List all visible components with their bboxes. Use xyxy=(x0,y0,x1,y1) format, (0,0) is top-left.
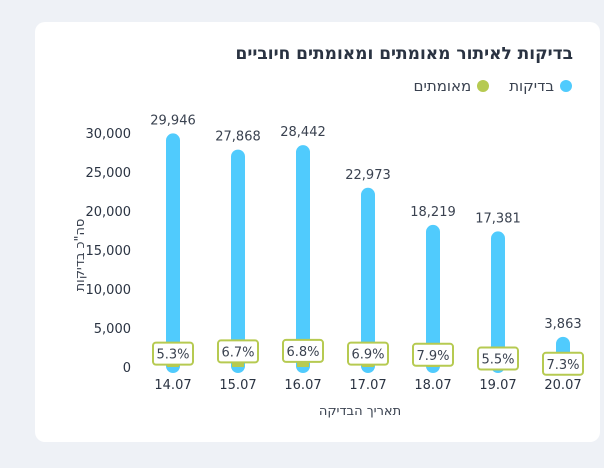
legend-swatch-tests xyxy=(560,80,572,92)
chart-title: בדיקות לאיתור מאומתים ומאומתים חיוביים xyxy=(235,44,573,64)
x-tick-label: 18.07 xyxy=(414,378,451,393)
y-tick-label: 25,000 xyxy=(86,166,132,181)
chart-card: בדיקות לאיתור מאומתים ומאומתים חיוביים ב… xyxy=(35,22,600,442)
x-axis-title: תאריך הבדיקה xyxy=(319,404,401,419)
x-tick-label: 15.07 xyxy=(219,378,256,393)
data-labels-layer: 29,946 5.3% 27,868 6.7% 28,442 6.8% 22,973 6.9%… xyxy=(150,113,584,376)
x-tick-label: 16.07 xyxy=(284,378,321,393)
y-tick-label: 0 xyxy=(123,361,131,376)
percent-label: 5.3% xyxy=(156,348,189,363)
y-tick-label: 10,000 xyxy=(86,283,132,298)
legend: בדיקות מאומתים xyxy=(414,77,572,95)
tests-bar[interactable] xyxy=(491,231,505,373)
percent-label: 6.7% xyxy=(221,345,254,360)
percent-label-box xyxy=(152,341,194,366)
tests-bar[interactable] xyxy=(361,187,375,373)
tests-bar[interactable] xyxy=(231,149,245,373)
percent-label: 6.9% xyxy=(351,348,384,363)
y-tick-label: 15,000 xyxy=(86,244,132,259)
tests-bar[interactable] xyxy=(426,224,440,373)
percent-label: 7.3% xyxy=(546,358,579,373)
percent-label-box xyxy=(347,341,389,366)
percent-label: 7.9% xyxy=(416,349,449,364)
y-axis-title: סה"כ בדיקות xyxy=(73,219,88,292)
legend-swatch-confirmed xyxy=(477,80,490,92)
percent-label-box xyxy=(477,346,519,371)
bars-layer xyxy=(166,133,570,373)
x-tick-label: 19.07 xyxy=(479,378,516,393)
percent-label-box xyxy=(412,342,454,367)
x-tick-label: 14.07 xyxy=(154,378,191,393)
tests-value-label: 18,219 xyxy=(410,205,456,220)
y-tick-label: 30,000 xyxy=(86,127,132,142)
legend-item-confirmed[interactable]: מאומתים xyxy=(414,77,490,95)
tests-value-label: 3,863 xyxy=(544,317,581,332)
tests-value-label: 17,381 xyxy=(475,211,521,226)
tests-bar[interactable] xyxy=(166,133,180,373)
tests-value-label: 22,973 xyxy=(345,168,391,183)
legend-label-confirmed: מאומתים xyxy=(413,77,472,95)
y-tick-label: 20,000 xyxy=(86,205,132,220)
x-tick-label: 17.07 xyxy=(349,378,386,393)
x-axis: 14.07 15.07 16.07 17.07 18.07 19.07 20.07 xyxy=(154,378,581,393)
tests-value-label: 28,442 xyxy=(280,125,326,140)
x-tick-label: 20.07 xyxy=(544,378,581,393)
percent-label-box xyxy=(217,339,259,364)
y-axis: 0 5,000 10,000 15,000 20,000 25,000 30,000 xyxy=(86,127,132,376)
percent-label-box xyxy=(542,351,584,376)
legend-item-tests[interactable]: בדיקות xyxy=(509,77,572,95)
percent-label: 5.5% xyxy=(481,353,514,368)
tests-value-label: 27,868 xyxy=(215,130,261,145)
tests-value-label: 29,946 xyxy=(150,113,196,128)
percent-label-box xyxy=(282,338,324,363)
percent-label: 6.8% xyxy=(286,345,319,360)
tests-bar[interactable] xyxy=(296,145,310,373)
legend-label-tests: בדיקות xyxy=(509,77,554,95)
y-tick-label: 5,000 xyxy=(94,322,131,337)
